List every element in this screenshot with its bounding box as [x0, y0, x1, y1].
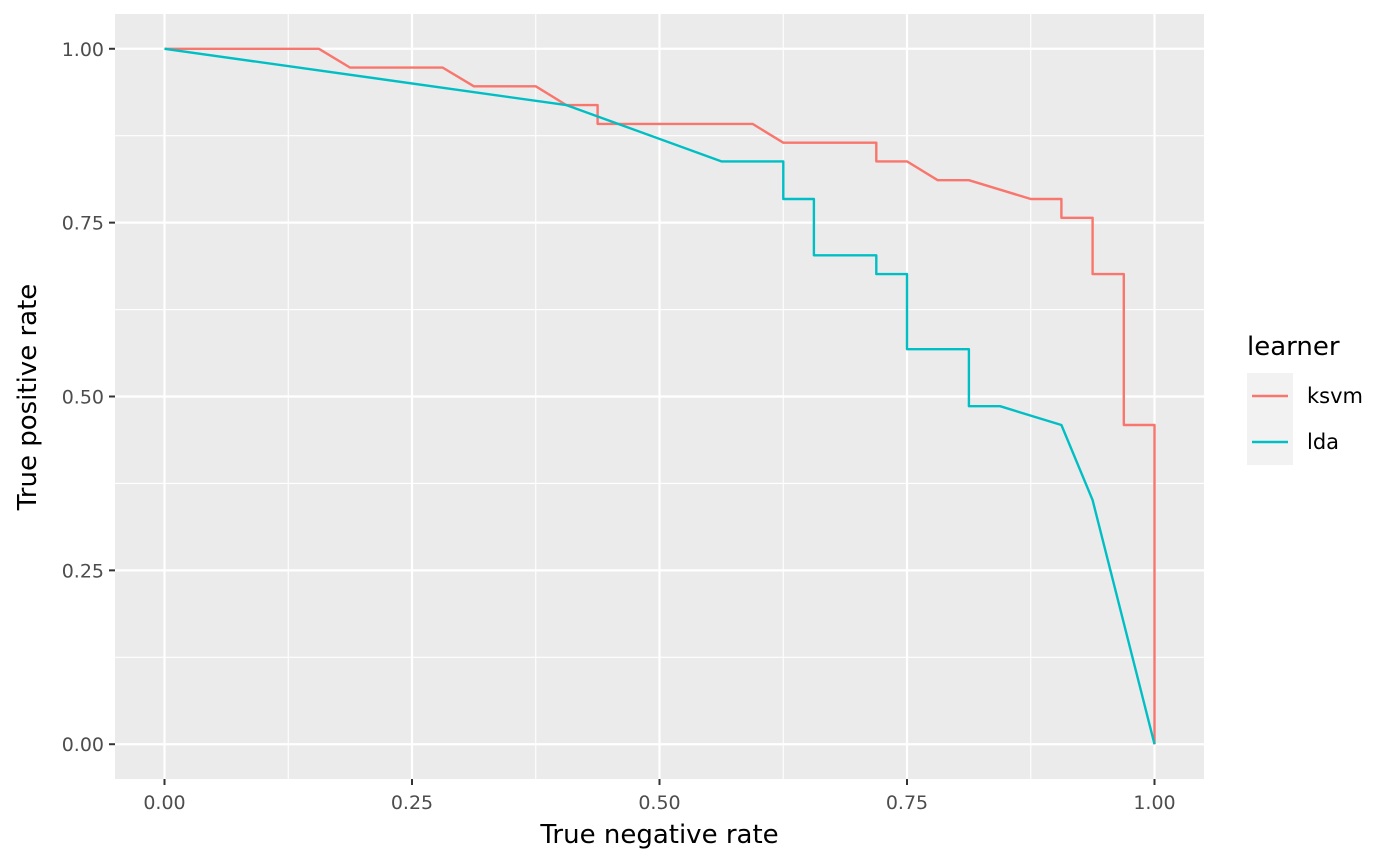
x-tick-label: 0.25	[391, 792, 433, 814]
x-axis-title: True negative rate	[539, 820, 778, 850]
x-axis-ticks: 0.00 0.25 0.50 0.75 1.00	[143, 779, 1176, 814]
legend: learner ksvm lda	[1247, 332, 1363, 465]
legend-title: learner	[1247, 332, 1340, 362]
y-tick-label: 0.75	[62, 213, 104, 235]
y-tick-label: 0.50	[62, 387, 104, 409]
x-tick-label: 0.75	[886, 792, 928, 814]
x-tick-label: 1.00	[1133, 792, 1175, 814]
legend-items: ksvm lda	[1247, 373, 1363, 465]
legend-label-ksvm: ksvm	[1307, 384, 1363, 408]
x-tick-label: 0.50	[638, 792, 680, 814]
series-lines	[164, 47, 1156, 745]
y-tick-label: 1.00	[62, 39, 104, 61]
x-tick-label: 0.00	[143, 792, 185, 814]
series-line-ksvm	[164, 47, 1156, 745]
y-tick-label: 0.00	[62, 734, 104, 756]
y-axis-title: True positive rate	[13, 284, 43, 512]
y-axis-ticks: 0.00 0.25 0.50 0.75 1.00	[62, 39, 115, 756]
legend-label-lda: lda	[1307, 430, 1339, 454]
y-tick-label: 0.25	[62, 560, 104, 582]
series-line-lda	[164, 47, 1156, 745]
